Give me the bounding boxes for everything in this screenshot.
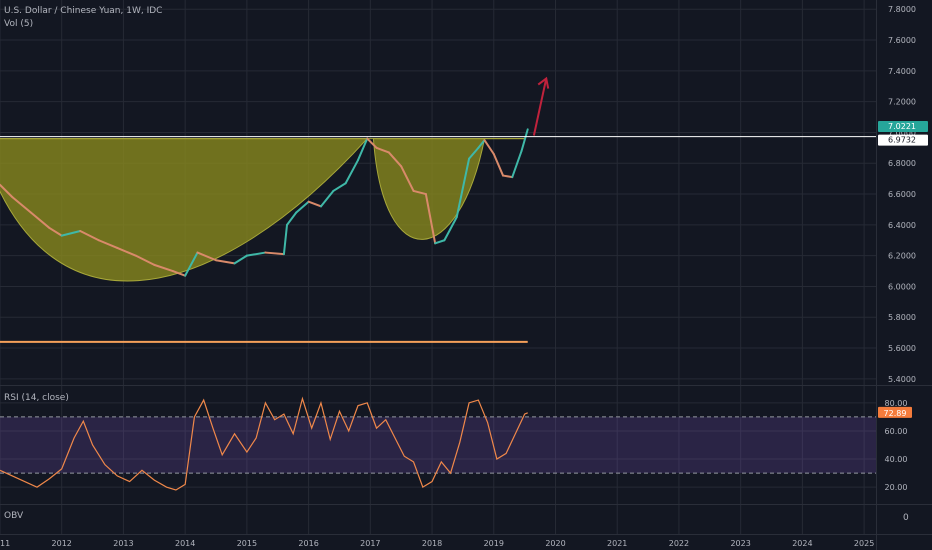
price-segment	[60, 230, 82, 237]
x-tick-label: 2014	[175, 539, 195, 548]
x-tick-label: 2019	[484, 539, 504, 548]
rsi-value-badge	[878, 406, 912, 418]
x-tick-label: 2012	[52, 539, 72, 548]
price-segment	[245, 251, 267, 257]
price-segment	[356, 137, 369, 162]
x-tick-label: 2021	[607, 539, 627, 548]
price-segment	[502, 174, 514, 179]
volume-label: Vol (5)	[4, 19, 34, 29]
obv-zero-label: 0	[903, 513, 909, 523]
price-segment	[295, 200, 310, 214]
price-segment	[375, 146, 390, 154]
arrow-head	[537, 76, 550, 89]
price-segment	[48, 226, 63, 237]
price-segment	[468, 146, 480, 160]
price-segment	[0, 183, 14, 199]
price-badge	[878, 134, 928, 146]
cup-and-handle-pattern	[0, 138, 525, 282]
price-segment	[319, 189, 335, 208]
x-tick-label: 2022	[669, 539, 689, 548]
price-segment	[286, 211, 298, 226]
price-tick-label: 7.8000	[888, 5, 916, 14]
handle-shape	[372, 138, 525, 240]
price-tick-label: 5.8000	[888, 313, 916, 322]
price-segment	[412, 189, 427, 196]
price-tick-label: 6.0000	[888, 282, 916, 291]
price-segment	[11, 196, 32, 214]
x-tick-label: 2015	[237, 539, 257, 548]
price-segment	[455, 157, 471, 219]
x-tick-label: 2013	[113, 539, 133, 548]
price-segment	[344, 159, 359, 185]
cup-shape	[0, 138, 369, 282]
price-segment	[29, 211, 51, 229]
price-tick-label: 6.4000	[888, 221, 916, 230]
rsi-band	[0, 416, 876, 474]
rsi-label: RSI (14, close)	[4, 393, 69, 403]
x-tick-label: 2020	[545, 539, 565, 548]
price-tick-label: 5.4000	[888, 375, 916, 384]
rsi-value-label: 72.89	[884, 409, 907, 418]
rsi-series	[0, 396, 528, 491]
x-tick-label: 2017	[360, 539, 380, 548]
price-segment	[153, 263, 174, 273]
price-segment	[307, 200, 322, 208]
price-segment	[282, 223, 289, 256]
price-tick-label: 7.2000	[888, 98, 916, 107]
price-badge	[878, 121, 928, 133]
arrow-shaft	[532, 78, 548, 136]
rsi-line	[0, 396, 528, 491]
x-tick-label: 2025	[854, 539, 874, 548]
price-segment	[424, 193, 437, 245]
price-segment	[116, 246, 137, 257]
rsi-tick-label: 40.00	[885, 455, 908, 464]
price-segment	[434, 239, 446, 245]
x-tick-label: 2016	[298, 539, 318, 548]
axes: 5.4000 5.6000 5.8000 6.0000 6.2000 6.4000 6.60…	[0, 5, 928, 548]
price-segment	[520, 128, 529, 152]
price-segment	[511, 149, 523, 179]
price-badge-label: 7.0221	[888, 122, 916, 131]
horizontal-levels	[0, 136, 876, 343]
price-segment	[332, 182, 347, 192]
x-tick-label: 2011	[0, 539, 10, 548]
rsi-tick-label: 20.00	[885, 483, 908, 492]
price-tick-label: 5.6000	[888, 344, 916, 353]
price-segment	[492, 153, 505, 177]
price-tick-label: 7.4000	[888, 67, 916, 76]
price-tick-label: 6.6000	[888, 190, 916, 199]
price-tick-label: 6.8000	[888, 159, 916, 168]
price-segment	[97, 239, 119, 249]
obv-label: OBV	[4, 511, 24, 521]
price-segment	[366, 137, 378, 149]
price-segment	[196, 251, 218, 262]
price-segment	[233, 254, 248, 265]
breakout-arrow	[532, 76, 550, 136]
x-tick-label: 2023	[730, 539, 750, 548]
price-segment	[184, 251, 199, 277]
price-segment	[400, 165, 415, 192]
price-segment	[477, 139, 486, 149]
rsi-tick-label: 60.00	[885, 427, 908, 436]
price-segment	[215, 259, 236, 265]
price-tick-label: 7.0000	[888, 128, 916, 137]
x-tick-label: 2018	[422, 539, 442, 548]
chart-title: U.S. Dollar / Chinese Yuan, 1W, IDC	[4, 6, 163, 16]
price-tick-label: 6.2000	[888, 252, 916, 261]
price-segment	[443, 216, 458, 242]
price-series	[0, 128, 529, 277]
price-segment	[483, 139, 495, 155]
price-segment	[79, 230, 100, 242]
x-tick-label: 2024	[792, 539, 812, 548]
price-segment	[387, 151, 403, 168]
price-segment	[264, 251, 285, 256]
rsi-tick-label: 80.00	[885, 399, 908, 408]
price-segment	[134, 254, 156, 266]
price-tick-label: 7.6000	[888, 36, 916, 45]
price-segment	[171, 270, 187, 277]
price-badge-label: 6.9732	[888, 136, 916, 145]
